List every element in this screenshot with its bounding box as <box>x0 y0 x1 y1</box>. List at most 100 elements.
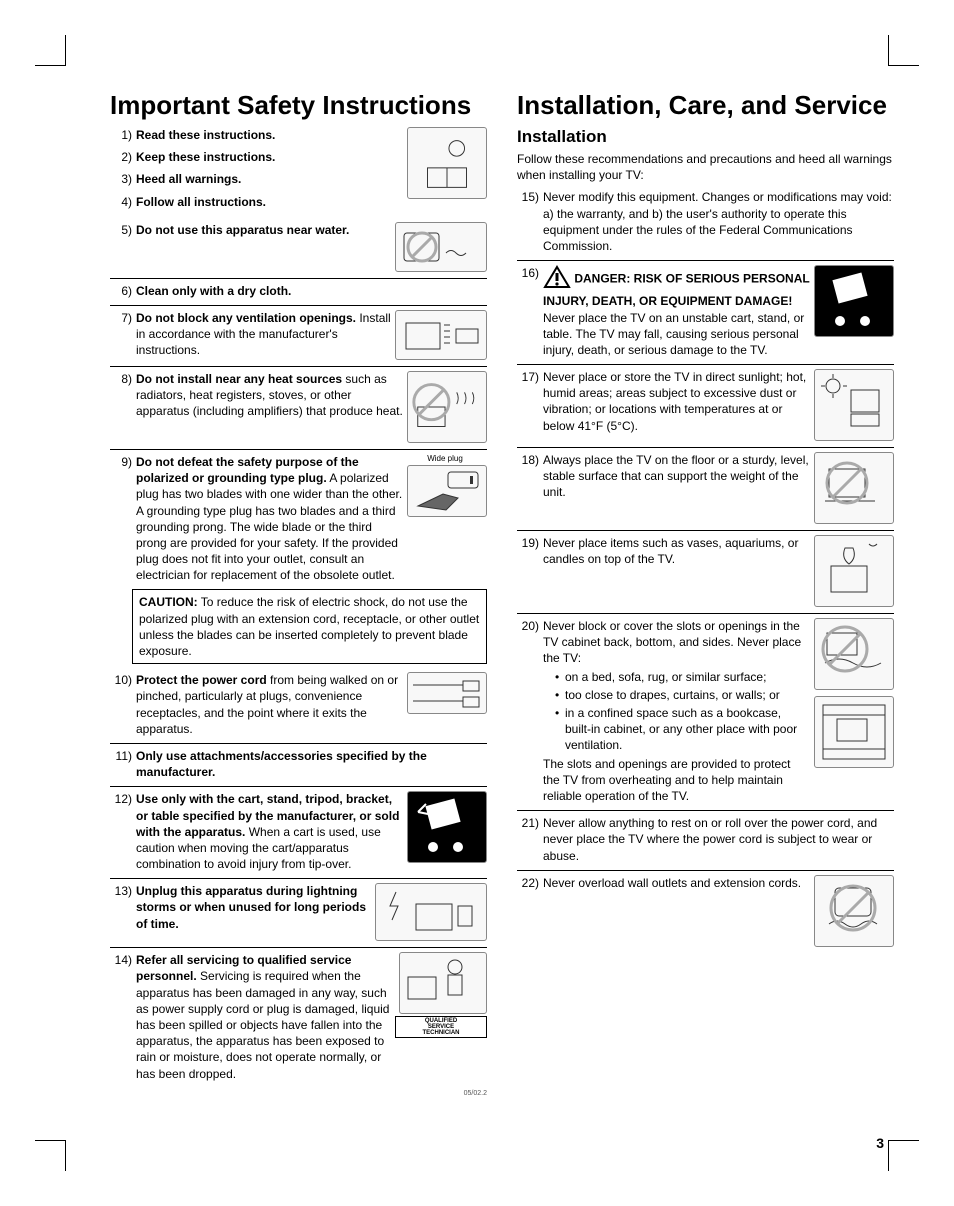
list-item: 17) Never place or store the TV in direc… <box>517 369 894 441</box>
revision-code: 05/02.2 <box>464 1090 487 1097</box>
right-intro: Follow these recommendations and precaut… <box>517 151 894 183</box>
tech-line3: TECHNICIAN <box>397 1030 485 1036</box>
list-item: 14) Refer all servicing to qualified ser… <box>110 952 487 1082</box>
item-group-1-4: 1)Read these instructions. 2)Keep these … <box>110 127 487 216</box>
overload-outlet-icon <box>814 875 894 947</box>
list-item: 18) Always place the TV on the floor or … <box>517 452 894 524</box>
list-item: 6) Clean only with a dry cloth. <box>110 283 487 299</box>
list-item: 15) Never modify this equipment. Changes… <box>517 189 894 254</box>
item-rest: Servicing is required when the apparatus… <box>136 969 389 1080</box>
wide-plug-label: Wide plug <box>403 454 487 465</box>
separator <box>110 449 487 450</box>
list-item: 9) Do not defeat the safety purpose of t… <box>110 454 487 584</box>
list-item: 16) DANGER: RISK OF SERIOUS PERSONAL INJ… <box>517 265 894 358</box>
item-20-figures <box>810 618 894 768</box>
list-item: 8) Do not install near any heat sources … <box>110 371 487 443</box>
item-bold: Unplug this apparatus during lightning s… <box>136 884 366 930</box>
item-number: 9) <box>110 454 136 470</box>
separator <box>110 743 487 744</box>
item-bold: Clean only with a dry cloth. <box>136 284 291 298</box>
crop-mark-tl <box>35 35 66 66</box>
lightning-unplug-icon <box>375 883 487 941</box>
item-number: 8) <box>110 371 136 387</box>
service-technician-icon <box>399 952 487 1014</box>
item-number: 5) <box>110 222 136 238</box>
item-number: 22) <box>517 875 543 891</box>
separator <box>517 870 894 871</box>
list-item: 1)Read these instructions. <box>110 127 403 143</box>
list-item: 11) Only use attachments/accessories spe… <box>110 748 487 780</box>
reading-instructions-icon <box>407 127 487 199</box>
item-number: 14) <box>110 952 136 968</box>
items-1-4-body: 1)Read these instructions. 2)Keep these … <box>110 127 403 216</box>
danger-bold: DANGER: RISK OF SERIOUS PERSONAL INJURY,… <box>543 271 809 308</box>
separator <box>517 364 894 365</box>
list-item: 4)Follow all instructions. <box>110 194 403 210</box>
item-number: 6) <box>110 283 136 299</box>
left-heading: Important Safety Instructions <box>110 90 487 121</box>
separator <box>517 810 894 811</box>
bullet-item: too close to drapes, curtains, or walls;… <box>555 687 810 703</box>
item-number: 7) <box>110 310 136 326</box>
item-20-body: Never block or cover the slots or openin… <box>543 618 810 804</box>
item-number: 12) <box>110 791 136 807</box>
item-number: 18) <box>517 452 543 468</box>
page-root: Important Safety Instructions 1)Read the… <box>0 0 954 1206</box>
vase-on-tv-icon <box>814 535 894 607</box>
left-column: Important Safety Instructions 1)Read the… <box>110 90 487 1100</box>
item-text: Never place items such as vases, aquariu… <box>543 535 810 567</box>
item-text: Never overload wall outlets and extensio… <box>543 875 810 891</box>
list-item: 19) Never place items such as vases, aqu… <box>517 535 894 607</box>
technician-figure: QUALIFIED SERVICE TECHNICIAN <box>395 952 487 1038</box>
item-number: 1) <box>110 127 136 143</box>
bullet-list: on a bed, sofa, rug, or similar surface;… <box>543 669 810 754</box>
crop-mark-tr <box>888 35 919 66</box>
item-number: 19) <box>517 535 543 551</box>
item-number: 10) <box>110 672 136 688</box>
item-bold: Do not defeat the safety purpose of the … <box>136 455 359 485</box>
item-number: 21) <box>517 815 543 831</box>
caution-bold: CAUTION: <box>139 595 198 609</box>
item-number: 3) <box>110 171 136 187</box>
item-number: 2) <box>110 149 136 165</box>
item-text: Never modify this equipment. Changes or … <box>543 189 894 254</box>
item-bold: Read these instructions. <box>136 128 275 142</box>
separator <box>110 786 487 787</box>
list-item: 12) Use only with the cart, stand, tripo… <box>110 791 487 872</box>
list-item: 2)Keep these instructions. <box>110 149 403 165</box>
item-text: Never allow anything to rest on or roll … <box>543 815 894 864</box>
plug-figure: Wide plug <box>403 454 487 517</box>
list-item: 22) Never overload wall outlets and exte… <box>517 875 894 947</box>
polarized-plug-icon <box>407 465 487 517</box>
list-item: 5) Do not use this apparatus near water. <box>110 222 487 272</box>
item-number: 17) <box>517 369 543 385</box>
two-column-layout: Important Safety Instructions 1)Read the… <box>110 90 894 1100</box>
separator <box>110 947 487 948</box>
separator <box>517 530 894 531</box>
cart-tipover-icon <box>814 265 894 337</box>
item-bold: Protect the power cord <box>136 673 267 687</box>
bullet-item: in a confined space such as a bookcase, … <box>555 705 810 754</box>
caution-box: CAUTION: To reduce the risk of electric … <box>132 589 487 664</box>
item-number: 13) <box>110 883 136 899</box>
technician-badge: QUALIFIED SERVICE TECHNICIAN <box>395 1016 487 1038</box>
separator <box>110 366 487 367</box>
item-text: Always place the TV on the floor or a st… <box>543 452 810 501</box>
item-number: 16) <box>517 265 543 281</box>
item-text: Never block or cover the slots or openin… <box>543 619 801 665</box>
separator <box>517 447 894 448</box>
separator <box>517 260 894 261</box>
item-bold: Do not block any ventilation openings. <box>136 311 356 325</box>
crop-mark-bl <box>35 1140 66 1171</box>
separator <box>517 613 894 614</box>
bookcase-tv-icon <box>814 696 894 768</box>
warning-triangle-icon <box>543 265 571 293</box>
right-subheading: Installation <box>517 127 894 147</box>
separator <box>110 305 487 306</box>
stable-surface-icon <box>814 452 894 524</box>
item-bold: Do not use this apparatus near water. <box>136 223 349 237</box>
list-item: 21) Never allow anything to rest on or r… <box>517 815 894 864</box>
item-number: 20) <box>517 618 543 634</box>
item-number: 4) <box>110 194 136 210</box>
item-bold: Only use attachments/accessories specifi… <box>136 749 427 779</box>
